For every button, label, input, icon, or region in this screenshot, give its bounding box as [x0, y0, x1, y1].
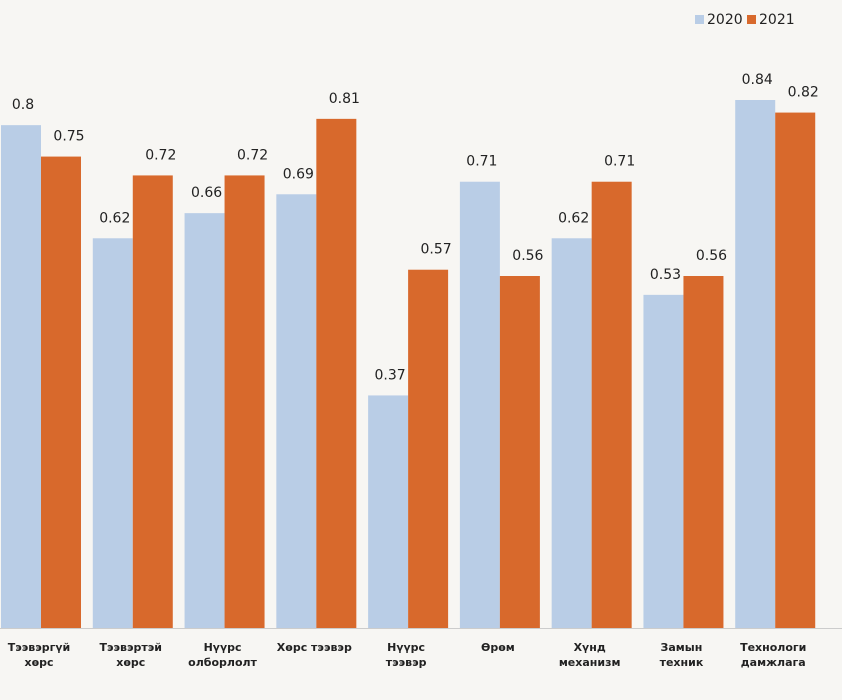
value-label: 0.84 — [742, 72, 773, 88]
x-tick-label: Нүүрс тээвэр — [385, 641, 427, 669]
legend-swatch — [695, 15, 704, 24]
legend-swatch — [747, 15, 756, 24]
x-tick-label: Замын техник — [659, 641, 704, 669]
value-label: 0.56 — [512, 248, 543, 264]
value-label: 0.75 — [53, 129, 84, 145]
bar — [735, 100, 776, 628]
bar — [591, 181, 632, 628]
x-tick-label: Хөрс тээвэр — [276, 641, 352, 654]
bar — [775, 112, 816, 629]
value-label: 0.66 — [191, 185, 222, 201]
x-tick-label: Технологи дамжлага — [740, 641, 807, 669]
bar — [1, 125, 41, 629]
x-tick-label: Хүнд механизм — [558, 641, 621, 669]
bar — [459, 181, 500, 628]
bar — [132, 175, 173, 628]
bar — [551, 238, 592, 629]
bar — [316, 118, 357, 628]
value-label: 0.71 — [604, 154, 635, 170]
value-label: 0.69 — [283, 166, 314, 182]
bar — [643, 294, 684, 628]
value-label: 0.56 — [696, 248, 727, 264]
bar — [184, 213, 225, 628]
bar — [368, 395, 409, 628]
value-label: 0.37 — [375, 367, 406, 383]
x-tick-label: Нүүрс олборлолт — [188, 641, 257, 669]
bar — [408, 269, 449, 628]
value-label: 0.81 — [329, 91, 360, 107]
value-label: 0.71 — [466, 154, 497, 170]
legend-label: 2021 — [759, 12, 795, 28]
bar — [92, 238, 133, 629]
x-tick-label: Тээвэртэй хөрс — [99, 641, 163, 669]
legend-label: 2020 — [707, 12, 743, 28]
value-label: 0.72 — [237, 147, 268, 163]
value-label: 0.53 — [650, 267, 681, 283]
bar — [276, 194, 317, 629]
bar — [41, 156, 81, 629]
x-tick-label: Тээвэргүй хөрс — [7, 641, 71, 669]
value-label: 0.62 — [99, 210, 130, 226]
bar — [683, 276, 724, 628]
bar — [499, 276, 540, 628]
value-label: 0.72 — [145, 147, 176, 163]
value-label: 0.57 — [421, 242, 452, 258]
value-label: 0.62 — [558, 210, 589, 226]
bar — [224, 175, 265, 628]
x-tick-label: Өрөм — [480, 641, 515, 654]
value-label: 0.82 — [788, 85, 819, 101]
value-label: 0.8 — [12, 97, 34, 113]
